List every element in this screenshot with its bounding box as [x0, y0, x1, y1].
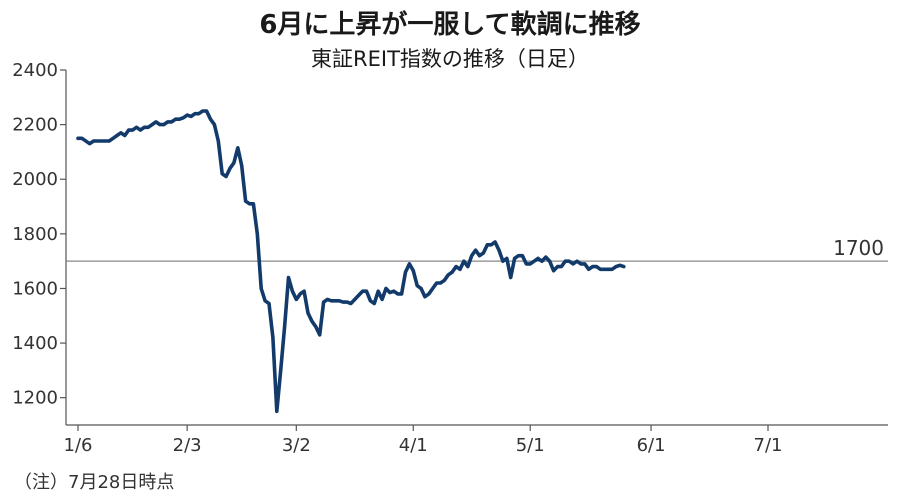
chart-subtitle: 東証REIT指数の推移（日足）	[311, 47, 589, 71]
y-tick-label: 2000	[12, 169, 58, 190]
x-tick-label: 7/1	[754, 435, 783, 456]
series-line	[76, 109, 626, 414]
plot-area	[76, 109, 626, 414]
footnote: （注）7月28日時点	[14, 472, 175, 493]
x-tick-label: 2/3	[173, 435, 202, 456]
y-tick-label: 1800	[12, 224, 58, 245]
x-tick-label: 3/2	[282, 435, 311, 456]
x-tick-label: 1/6	[64, 435, 93, 456]
reference-line-group: 1700	[66, 236, 888, 262]
y-tick-label: 2200	[12, 115, 58, 136]
y-tick-label: 1400	[12, 333, 58, 354]
reference-line-label: 1700	[833, 236, 884, 260]
y-axis: 1200 1400 1600 1800 2000 2200 2400	[12, 60, 67, 425]
x-tick-label: 6/1	[637, 435, 666, 456]
x-axis: 1/6 2/3 3/2 4/1 5/1 6/1 7/1	[64, 424, 888, 456]
y-tick-label: 1600	[12, 278, 58, 299]
x-tick-label: 5/1	[516, 435, 545, 456]
x-tick-label: 4/1	[399, 435, 428, 456]
y-tick-label: 1200	[12, 388, 58, 409]
chart-title: 6月に上昇が一服して軟調に推移	[259, 10, 641, 40]
y-tick-label: 2400	[12, 60, 58, 81]
